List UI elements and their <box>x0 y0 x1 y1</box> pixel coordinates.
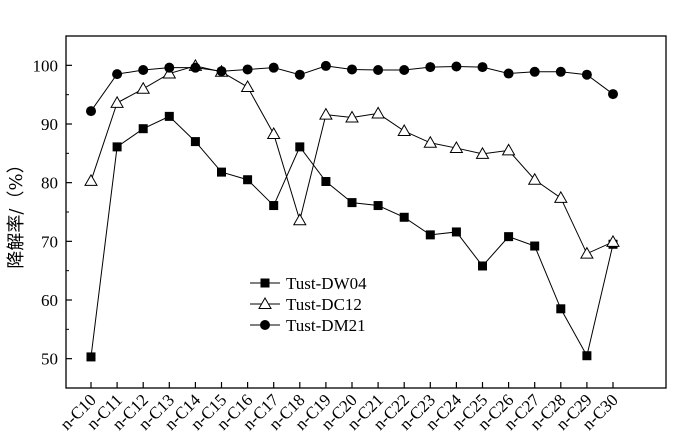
data-point <box>527 172 542 185</box>
legend-marker <box>258 296 272 309</box>
data-point <box>580 246 594 259</box>
legend-marker <box>260 320 270 330</box>
data-point <box>269 201 279 211</box>
data-point <box>556 304 566 314</box>
legend-label: Tust-DC12 <box>286 295 362 314</box>
data-point <box>164 111 174 121</box>
data-point <box>397 124 412 137</box>
data-point <box>292 213 307 226</box>
data-point <box>295 142 305 152</box>
y-tick-label: 90 <box>41 115 58 134</box>
y-tick-label: 60 <box>41 291 58 310</box>
data-point <box>529 66 540 77</box>
data-point <box>399 65 410 76</box>
data-point <box>581 69 592 80</box>
data-point <box>608 89 618 100</box>
data-point <box>110 95 124 108</box>
data-point <box>112 142 122 152</box>
y-axis: 50 60 70 80 90 100 <box>33 35 72 389</box>
data-point <box>319 107 333 120</box>
data-point <box>320 60 331 71</box>
data-point <box>373 65 384 76</box>
data-point <box>294 69 305 80</box>
data-point <box>266 126 281 139</box>
data-point <box>504 232 514 242</box>
data-point <box>399 212 409 222</box>
legend-item: Tust-DC12 <box>250 295 362 314</box>
data-point <box>268 62 279 73</box>
data-point <box>423 135 438 148</box>
data-point <box>217 167 226 177</box>
data-point <box>451 227 461 237</box>
legend: Tust-DW04 Tust-DC12 Tust-DM21 <box>250 274 367 335</box>
data-point <box>555 66 566 77</box>
data-point <box>347 64 357 75</box>
data-point <box>86 352 96 362</box>
data-point <box>425 230 435 240</box>
data-point <box>138 124 148 134</box>
data-point <box>84 173 98 186</box>
data-point <box>164 62 175 73</box>
y-tick-label: 50 <box>41 350 58 369</box>
data-point <box>86 106 96 117</box>
y-tick-label: 100 <box>33 56 59 75</box>
data-point <box>606 234 620 247</box>
data-point <box>136 81 151 94</box>
data-point <box>582 351 592 361</box>
data-point <box>503 68 514 79</box>
series-line <box>90 65 614 255</box>
data-point <box>501 143 516 156</box>
data-point <box>478 261 487 271</box>
data-point <box>162 66 177 79</box>
data-point <box>112 69 123 80</box>
legend-marker <box>260 278 270 288</box>
data-point <box>321 176 331 186</box>
y-tick-label: 70 <box>41 232 58 251</box>
data-point <box>475 146 490 159</box>
legend-label: Tust-DW04 <box>286 274 367 293</box>
y-axis-label: 降解率/（%） <box>6 155 27 268</box>
data-point <box>345 110 359 123</box>
data-point <box>190 137 200 147</box>
data-point <box>240 80 255 93</box>
data-point <box>373 201 383 211</box>
series-Tust-DC12 <box>84 58 620 259</box>
data-point <box>347 198 357 208</box>
data-point <box>451 61 462 72</box>
series-Tust-DM21 <box>86 60 618 117</box>
series-layer <box>84 58 620 362</box>
data-point <box>216 66 227 77</box>
data-point <box>449 141 464 154</box>
legend-label: Tust-DM21 <box>286 316 366 335</box>
data-point <box>138 65 149 76</box>
data-point <box>190 62 201 73</box>
data-point <box>477 62 488 73</box>
y-tick-label: 80 <box>41 174 58 193</box>
data-point <box>371 106 385 119</box>
data-point <box>530 241 540 251</box>
series-Tust-DW04 <box>86 111 618 362</box>
legend-item: Tust-DW04 <box>250 274 367 293</box>
data-point <box>553 190 568 203</box>
legend-item: Tust-DM21 <box>250 316 366 335</box>
data-point <box>242 64 253 75</box>
x-axis: n-C10n-C11n-C12n-C13n-C14n-C15n-C16n-C17… <box>56 382 622 434</box>
data-point <box>425 62 436 73</box>
data-point <box>243 175 253 185</box>
